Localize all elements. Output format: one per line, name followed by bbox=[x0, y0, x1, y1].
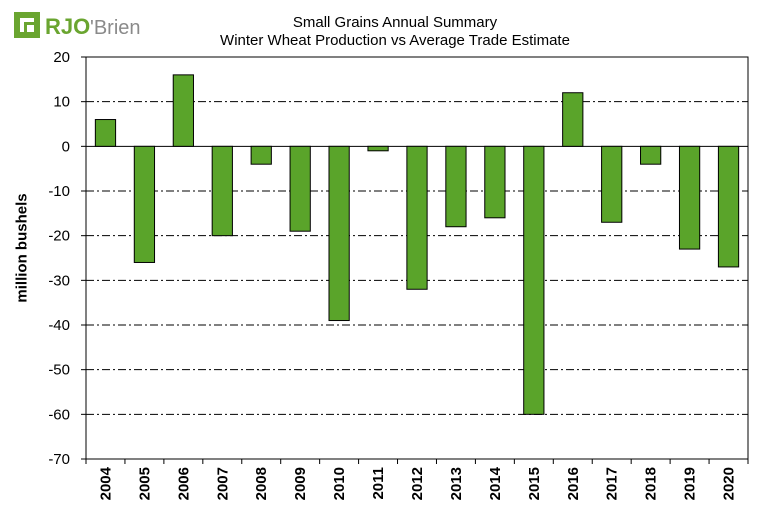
bar-2009 bbox=[289, 145, 311, 232]
x-tick-label: 2019 bbox=[682, 467, 699, 500]
bar-2015 bbox=[523, 145, 545, 415]
bar-2005 bbox=[133, 145, 156, 263]
x-tick-label: 2004 bbox=[97, 466, 114, 500]
bar-2011 bbox=[367, 145, 389, 152]
bar-2016 bbox=[562, 92, 584, 147]
bar-2020 bbox=[717, 145, 740, 268]
x-tick-label: 2017 bbox=[604, 467, 621, 500]
x-tick-label: 2010 bbox=[331, 467, 348, 500]
x-tick-label: 2006 bbox=[175, 467, 192, 500]
y-tick-label: -40 bbox=[48, 317, 70, 334]
bar-2004 bbox=[94, 119, 117, 147]
chart-title-block: Small Grains Annual Summary Winter Wheat… bbox=[160, 14, 630, 50]
bar-2017 bbox=[601, 145, 623, 223]
y-tick-label: -50 bbox=[48, 362, 70, 379]
x-tick-label: 2014 bbox=[487, 466, 504, 500]
bar-2019 bbox=[678, 145, 701, 250]
x-tick-labels: 2004 2005 2006 2007 2008 2009 2010 2011 2012 2013… bbox=[97, 466, 737, 500]
bar-2010 bbox=[328, 145, 350, 322]
bars bbox=[94, 74, 740, 415]
y-tick-label: 20 bbox=[53, 49, 70, 66]
logo-text-a: RJO bbox=[45, 14, 90, 39]
bar-2006 bbox=[172, 74, 194, 147]
x-tick-label: 2009 bbox=[292, 467, 309, 500]
y-tick-label: 10 bbox=[53, 94, 70, 111]
logo-text-b: 'Brien bbox=[90, 17, 141, 39]
y-tick-label: -60 bbox=[48, 406, 70, 423]
bar-2014 bbox=[484, 145, 506, 219]
rjobrien-logo: RJO 'Brien bbox=[14, 10, 154, 40]
x-tick-label: 2008 bbox=[253, 467, 270, 500]
bar-2012 bbox=[406, 145, 428, 290]
y-tick-label: -20 bbox=[48, 228, 70, 245]
x-tick-label: 2007 bbox=[214, 467, 231, 500]
bar-2013 bbox=[445, 145, 467, 228]
chart-subtitle: Winter Wheat Production vs Average Trade… bbox=[220, 32, 570, 49]
x-tick-label: 2015 bbox=[526, 467, 543, 500]
x-tick-label: 2011 bbox=[370, 467, 387, 500]
x-tick-label: 2020 bbox=[721, 467, 738, 500]
bar-2007 bbox=[211, 145, 233, 237]
chart-title: Small Grains Annual Summary bbox=[292, 14, 498, 31]
y-tick-label: -70 bbox=[48, 451, 70, 468]
x-tick-label: 2005 bbox=[136, 467, 153, 500]
y-tick-labels: 20 10 0 -10 -20 -30 -40 -50 -60 -70 bbox=[48, 49, 70, 468]
x-tick-label: 2016 bbox=[565, 467, 582, 500]
bar-2018 bbox=[640, 145, 662, 165]
x-tick-label: 2012 bbox=[409, 467, 426, 500]
y-tick-label: -10 bbox=[48, 183, 70, 200]
bar-2008 bbox=[250, 145, 272, 165]
x-tick-label: 2018 bbox=[643, 467, 660, 500]
axes bbox=[81, 56, 749, 464]
plot-area-border bbox=[85, 56, 749, 460]
x-tick-label: 2013 bbox=[448, 467, 465, 500]
y-tick-label: -30 bbox=[48, 272, 70, 289]
y-tick-label: 0 bbox=[62, 138, 70, 155]
